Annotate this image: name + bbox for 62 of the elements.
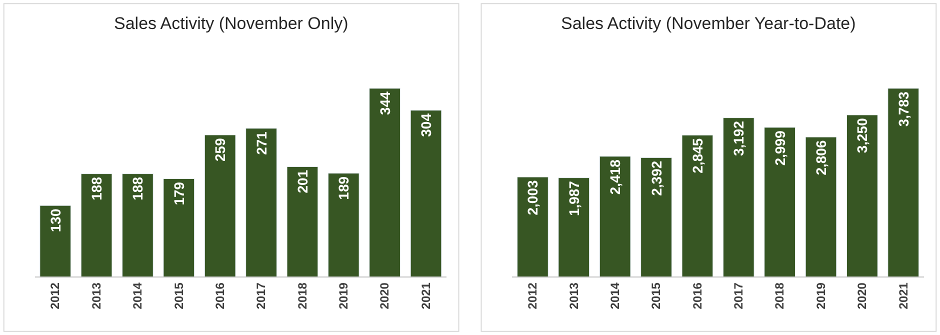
bar bbox=[640, 157, 672, 277]
data-label: 188 bbox=[88, 176, 105, 200]
data-label: 3,250 bbox=[854, 118, 870, 154]
x-tick-label: 2015 bbox=[172, 282, 186, 310]
data-label: 3,192 bbox=[730, 120, 747, 156]
x-tick-label: 2020 bbox=[378, 282, 392, 310]
data-label: 259 bbox=[212, 138, 228, 162]
x-tick-label: 2017 bbox=[732, 282, 746, 310]
x-tick-label: 2013 bbox=[89, 282, 104, 310]
bar bbox=[517, 176, 548, 277]
x-tick-label: 2015 bbox=[649, 282, 664, 310]
x-tick-label: 2019 bbox=[336, 282, 351, 310]
bar bbox=[764, 127, 796, 277]
bar bbox=[122, 174, 154, 277]
data-label: 130 bbox=[47, 208, 64, 232]
data-label: 2,003 bbox=[524, 180, 541, 216]
chart-title: Sales Activity (November Year-to-Date) bbox=[561, 14, 856, 33]
data-label: 2,845 bbox=[689, 138, 706, 174]
data-label: 2,999 bbox=[772, 130, 788, 166]
chart-title: Sales Activity (November Only) bbox=[114, 14, 348, 33]
data-label: 1,987 bbox=[566, 180, 582, 216]
data-label: 3,783 bbox=[895, 91, 912, 127]
bar bbox=[846, 114, 878, 277]
data-label: 201 bbox=[294, 170, 310, 194]
bar bbox=[369, 88, 401, 277]
data-label: 304 bbox=[418, 113, 434, 137]
bar bbox=[805, 136, 837, 277]
bar bbox=[328, 173, 360, 277]
data-label: 188 bbox=[130, 176, 146, 200]
x-tick-label: 2012 bbox=[526, 282, 540, 310]
x-tick-label: 2012 bbox=[48, 282, 62, 310]
x-tick-label: 2016 bbox=[690, 282, 704, 310]
x-tick-label: 2014 bbox=[608, 282, 622, 310]
x-tick-label: 2018 bbox=[772, 282, 787, 310]
x-tick-label: 2018 bbox=[295, 282, 310, 310]
x-tick-label: 2019 bbox=[814, 282, 828, 310]
bar bbox=[722, 118, 754, 277]
bar bbox=[246, 128, 277, 277]
bar bbox=[204, 134, 236, 277]
data-label: 179 bbox=[170, 182, 187, 206]
x-tick-label: 2013 bbox=[566, 282, 581, 310]
bar bbox=[599, 156, 631, 277]
x-tick-label: 2021 bbox=[896, 282, 910, 310]
data-label: 344 bbox=[376, 91, 393, 115]
data-label: 2,806 bbox=[813, 140, 829, 176]
x-tick-label: 2020 bbox=[855, 282, 870, 310]
bar bbox=[558, 178, 590, 277]
x-tick-label: 2017 bbox=[254, 282, 268, 310]
bar bbox=[682, 134, 714, 277]
bar bbox=[286, 166, 318, 277]
data-label: 271 bbox=[253, 131, 270, 155]
data-label: 189 bbox=[336, 176, 352, 200]
data-label: 2,392 bbox=[648, 160, 664, 196]
bar bbox=[80, 174, 112, 277]
x-tick-label: 2021 bbox=[418, 282, 433, 310]
x-tick-label: 2016 bbox=[212, 282, 227, 310]
bar bbox=[163, 178, 195, 277]
bar bbox=[410, 110, 442, 277]
bar bbox=[888, 88, 920, 277]
data-label: 2,418 bbox=[607, 159, 624, 195]
x-tick-label: 2014 bbox=[130, 282, 145, 310]
bar bbox=[40, 205, 72, 277]
